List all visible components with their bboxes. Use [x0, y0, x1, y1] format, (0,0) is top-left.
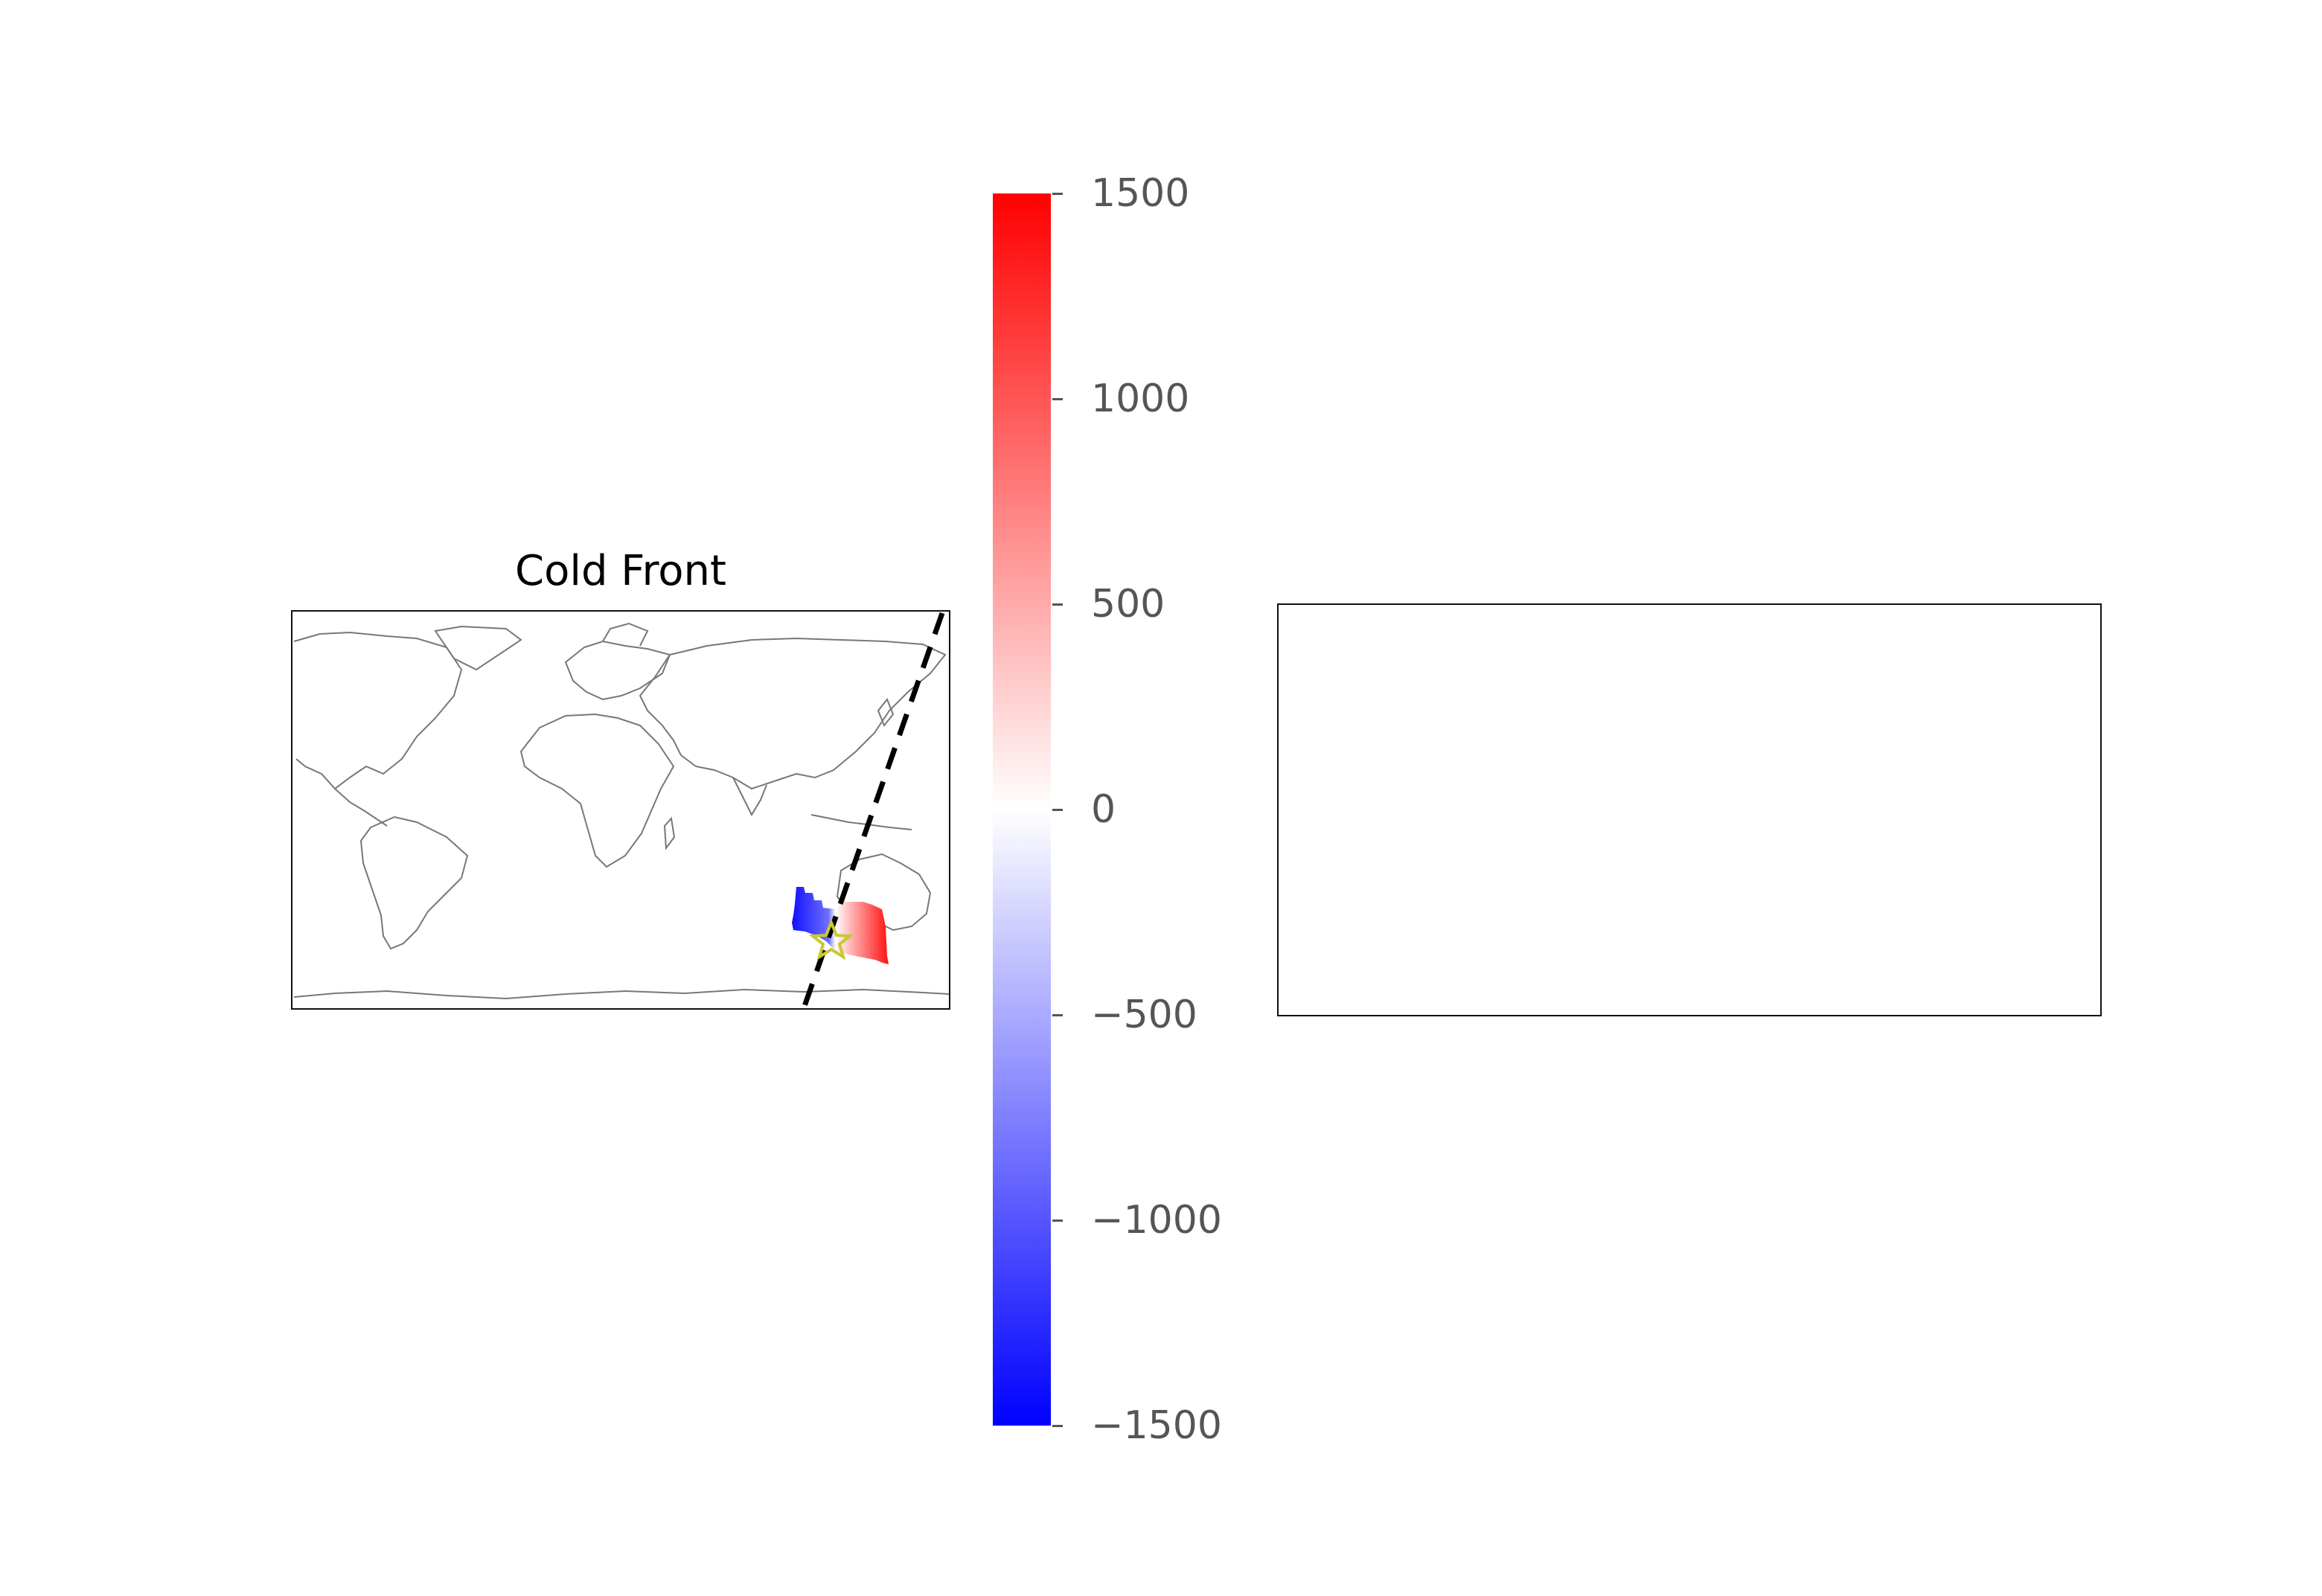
coastline-europe	[564, 640, 671, 701]
coastline-antarctica	[293, 988, 949, 1000]
map-title: Cold Front	[515, 547, 726, 595]
coastline-scandinavia	[602, 622, 649, 647]
colorbar-tick-label: −500	[1091, 993, 1197, 1037]
colorbar-tick-mark	[1052, 1219, 1063, 1222]
colorbar-tick-label: 1500	[1091, 171, 1190, 216]
colorbar-tick-mark	[1052, 397, 1063, 400]
colorbar-tick-label: 500	[1091, 582, 1165, 626]
coastline-africa	[519, 713, 675, 868]
coastline-japan	[877, 698, 895, 727]
empty-panel	[1277, 603, 2102, 1016]
coastline-indonesia	[810, 814, 912, 830]
colorbar-tick-mark	[1052, 192, 1063, 195]
temperature-anomaly-region	[792, 887, 889, 964]
colorbar	[993, 193, 1051, 1426]
colorbar-tick-label: 0	[1091, 787, 1116, 832]
colorbar-tick-mark	[1052, 1013, 1063, 1016]
coastline-south-america	[359, 815, 469, 950]
coastline-central-america	[334, 788, 388, 827]
colorbar-tick-mark	[1052, 808, 1063, 811]
colorbar-tick-label: −1500	[1091, 1403, 1222, 1448]
colorbar-tick-mark	[1052, 1424, 1063, 1427]
coastline-greenland	[434, 625, 522, 671]
coastline-north-america	[293, 631, 463, 790]
coastline-india	[732, 777, 767, 817]
colorbar-tick-label: 1000	[1091, 376, 1190, 421]
storm-center-star-icon	[808, 918, 854, 961]
colorbar-tick-mark	[1052, 603, 1063, 606]
coastline-asia	[639, 637, 947, 790]
coastline-madagascar	[663, 816, 676, 850]
colorbar-tick-label: −1000	[1091, 1198, 1222, 1243]
